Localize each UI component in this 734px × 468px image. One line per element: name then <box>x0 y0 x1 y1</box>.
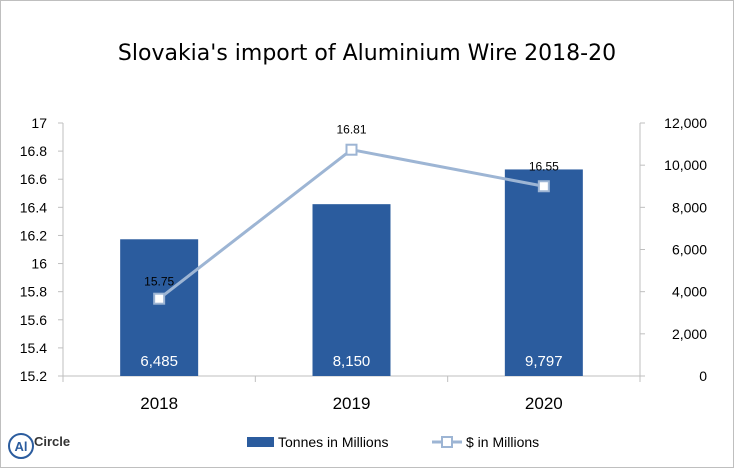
right-tick-label: 6,000 <box>672 242 707 258</box>
alcircle-logo: Al Circle <box>8 433 70 459</box>
logo-circle <box>8 433 34 459</box>
x-tick-label: 2020 <box>525 394 563 413</box>
right-tick-label: 2,000 <box>672 326 707 342</box>
left-tick-label: 17 <box>31 115 47 131</box>
line-value-label: 16.81 <box>336 123 366 137</box>
legend-label-bar: Tonnes in Millions <box>278 434 389 450</box>
left-tick-label: 16 <box>31 256 47 272</box>
right-tick-label: 10,000 <box>664 157 707 173</box>
legend-swatch-marker <box>441 436 453 448</box>
left-tick-label: 15.8 <box>20 284 47 300</box>
left-tick-label: 16.4 <box>20 199 47 215</box>
legend-label-line: $ in Millions <box>466 434 539 450</box>
bar <box>312 204 391 376</box>
right-tick-label: 12,000 <box>664 115 707 131</box>
bar-value-label: 6,485 <box>140 353 178 370</box>
line-series <box>153 143 550 305</box>
line-point <box>345 143 358 156</box>
x-tick-label: 2018 <box>140 394 178 413</box>
right-tick-label: 8,000 <box>672 199 707 215</box>
line-value-label: 15.75 <box>144 275 174 289</box>
line-point <box>537 180 550 193</box>
line-value-label: 16.55 <box>529 159 559 173</box>
right-tick-label: 0 <box>699 368 707 384</box>
bar-value-label: 9,797 <box>525 353 563 370</box>
left-tick-label: 15.6 <box>20 312 47 328</box>
right-tick-label: 4,000 <box>672 284 707 300</box>
bar-value-label: 8,150 <box>333 353 371 370</box>
logo-text: Circle <box>34 434 70 449</box>
left-tick-label: 16.8 <box>20 143 47 159</box>
logo-mark: Al <box>15 439 28 454</box>
chart-title: Slovakia's import of Aluminium Wire 2018… <box>118 41 616 66</box>
legend: Tonnes in Millions $ in Millions <box>247 434 539 450</box>
legend-swatch-bar <box>247 437 274 447</box>
axes: 17 16.8 16.6 16.4 16.2 16 15.8 15.6 15.4 15.2 12,0… <box>20 115 707 413</box>
x-tick-label: 2019 <box>333 394 371 413</box>
bar-series <box>120 169 583 376</box>
line-point <box>153 292 166 305</box>
bar <box>504 169 583 376</box>
left-tick-label: 15.4 <box>20 340 47 356</box>
left-tick-label: 16.2 <box>20 227 47 243</box>
left-tick-label: 15.2 <box>20 368 47 384</box>
left-tick-label: 16.6 <box>20 171 47 187</box>
bar <box>120 239 199 376</box>
data-labels: 6,485 8,150 9,797 15.75 16.81 16.55 <box>140 123 562 370</box>
